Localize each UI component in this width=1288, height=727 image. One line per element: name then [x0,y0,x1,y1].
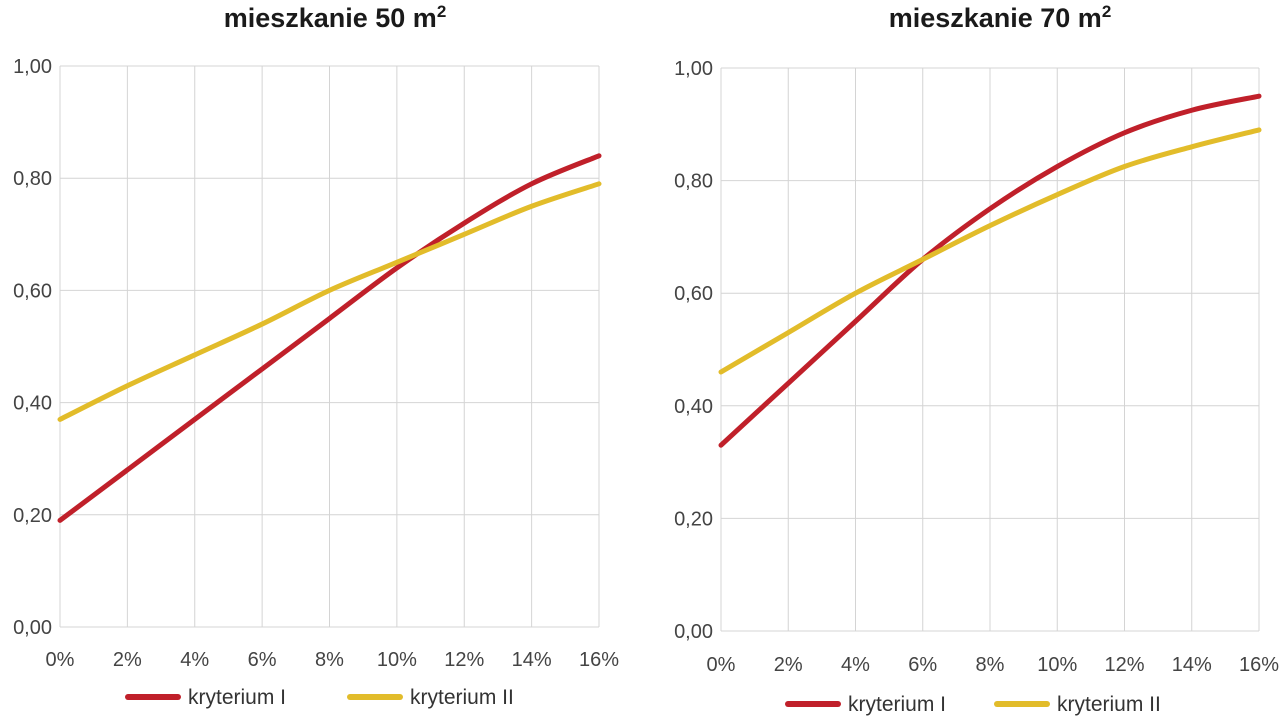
series-line-2 [57,181,602,422]
series-line-2 [718,127,1262,375]
chart-title: mieszkanie 50 m2 [224,2,447,33]
y-tick-label: 0,00 [13,617,52,639]
series-line-1 [57,153,602,523]
y-tick-label: 0,40 [674,396,713,418]
x-tick-label: 12% [444,649,484,671]
chart-title: mieszkanie 70 m2 [889,2,1112,33]
x-tick-label: 16% [1239,654,1279,676]
x-tick-label: 14% [512,649,552,671]
y-tick-label: 0,80 [13,168,52,190]
x-tick-label: 0% [46,649,75,671]
x-tick-label: 6% [248,649,277,671]
y-tick-label: 1,00 [13,56,52,78]
legend-label: kryterium I [188,686,286,709]
x-tick-label: 14% [1172,654,1212,676]
title-superscript: 2 [437,2,446,21]
series-line-1 [718,93,1262,448]
legend-label: kryterium II [410,686,514,709]
y-tick-label: 0,80 [674,171,713,193]
y-tick-label: 0,60 [13,280,52,302]
chart-1: mieszkanie 50 m2 0% 2% 4% 6% 8% 10% 12% 14% 16% 0,… [13,2,619,709]
y-tick-label: 0,20 [13,505,52,527]
y-tick-label: 0,20 [674,508,713,530]
x-tick-label: 16% [579,649,619,671]
x-tick-label: 8% [315,649,344,671]
x-tick-label: 2% [774,654,803,676]
chart-2: mieszkanie 70 m2 0% 2% 4% 6% 8% 10% 12% 14% 16% 0,… [674,2,1279,716]
x-tick-label: 2% [113,649,142,671]
legend-label: kryterium II [1057,693,1161,716]
legend-label: kryterium I [848,693,946,716]
y-tick-label: 0,40 [13,393,52,415]
title-superscript: 2 [1102,2,1111,21]
x-tick-label: 10% [377,649,417,671]
y-tick-label: 0,60 [674,283,713,305]
x-tick-label: 4% [180,649,209,671]
x-tick-label: 10% [1037,654,1077,676]
x-tick-label: 4% [841,654,870,676]
y-tick-label: 1,00 [674,58,713,80]
x-tick-label: 6% [908,654,937,676]
x-tick-label: 0% [707,654,736,676]
y-tick-label: 0,00 [674,621,713,643]
x-tick-label: 8% [976,654,1005,676]
x-tick-label: 12% [1104,654,1144,676]
